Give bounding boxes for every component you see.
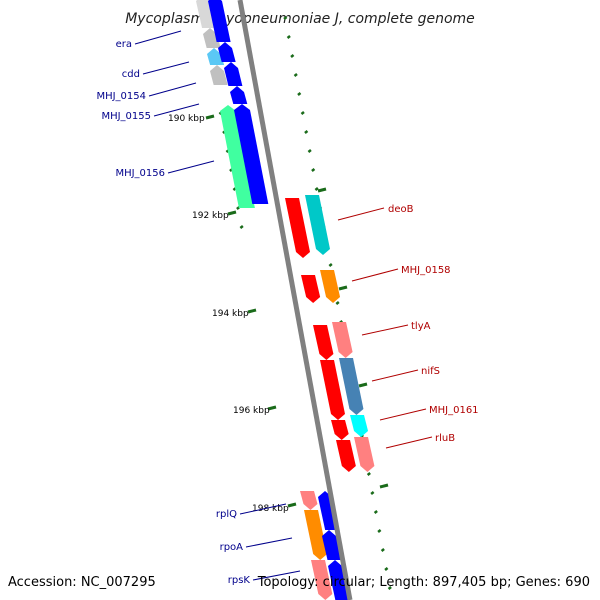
- right-gene-labels: deoB MHJ_0158 tlyA nifS MHJ_0161 rluB: [337, 204, 479, 449]
- gene-label-deoB: deoB: [388, 204, 414, 215]
- gene-feature: [320, 270, 341, 303]
- position-tick: [293, 73, 298, 77]
- gene-feature: [320, 360, 345, 420]
- position-tick: [358, 382, 368, 388]
- gene-label-era: era: [116, 39, 132, 50]
- gene-label-rpsK: rpsK: [228, 575, 251, 586]
- gene-label-MHJ_0161: MHJ_0161: [429, 405, 479, 416]
- position-tick: [387, 586, 392, 590]
- gene-label-MHJ_0155: MHJ_0155: [101, 111, 151, 122]
- position-tick: [205, 114, 215, 120]
- position-tick: [300, 111, 305, 115]
- gene-feature: [218, 42, 236, 62]
- position-tick: [286, 35, 291, 39]
- position-tick: [290, 54, 295, 58]
- gene-feature: [207, 48, 225, 65]
- topology-text: Topology: circular; Length: 897,405 bp; …: [257, 575, 590, 590]
- position-tick: [335, 301, 340, 305]
- kbp-label-194: 194 kbp: [212, 309, 249, 319]
- position-tick: [314, 187, 319, 191]
- position-tick: [283, 16, 288, 20]
- gene-label-tlyA: tlyA: [411, 321, 431, 332]
- gene-feature: [304, 510, 328, 560]
- position-tick: [311, 168, 316, 172]
- gene-feature: [331, 420, 349, 440]
- gene-feature: [203, 28, 221, 48]
- gene-feature: [322, 530, 342, 560]
- position-tick: [338, 285, 348, 291]
- gene-label-MHJ_0154: MHJ_0154: [96, 91, 146, 102]
- gene-feature: [224, 62, 243, 86]
- position-tick: [287, 502, 297, 508]
- position-tick: [317, 187, 327, 193]
- position-tick: [377, 529, 382, 533]
- position-tick: [267, 405, 277, 411]
- position-tick: [239, 225, 244, 229]
- accession-text: Accession: NC_007295: [8, 575, 156, 590]
- position-tick: [370, 491, 375, 495]
- kbp-label-198: 198 kbp: [252, 504, 289, 514]
- gene-feature: [311, 560, 333, 600]
- map-title: Mycoplasma hyopneumoniae J, complete gen…: [125, 11, 475, 27]
- genome-backbone: [237, 0, 353, 600]
- position-tick: [373, 510, 378, 514]
- gene-feature: [220, 105, 255, 208]
- gene-label-rpoA: rpoA: [220, 542, 244, 553]
- position-tick: [304, 130, 309, 134]
- position-tick: [328, 263, 333, 267]
- gene-label-MHJ_0156: MHJ_0156: [115, 168, 165, 179]
- gene-label-nifS: nifS: [421, 366, 440, 377]
- gene-feature: [354, 437, 375, 472]
- gene-label-MHJ_0158: MHJ_0158: [401, 265, 451, 276]
- gene-feature: [336, 440, 356, 472]
- gene-feature: [210, 65, 228, 85]
- left-gene-labels: era cdd MHJ_0154 MHJ_0155 MHJ_0156 rplQ …: [96, 30, 301, 586]
- kbp-label-192: 192 kbp: [192, 211, 229, 221]
- position-tick: [297, 92, 302, 96]
- gene-feature: [230, 86, 248, 104]
- gene-feature: [332, 322, 353, 358]
- position-tick: [384, 567, 389, 571]
- gene-feature: [234, 104, 269, 204]
- kbp-label-196: 196 kbp: [233, 406, 270, 416]
- gene-label-rluB: rluB: [435, 433, 455, 444]
- gene-feature: [214, 88, 227, 100]
- position-tick: [366, 472, 371, 476]
- gene-feature: [300, 491, 318, 510]
- position-tick: [307, 149, 312, 153]
- position-tick: [247, 308, 257, 314]
- position-tick: [227, 210, 237, 216]
- gene-feature: [328, 560, 350, 600]
- kbp-label-190: 190 kbp: [168, 114, 205, 124]
- gene-feature: [339, 358, 364, 415]
- gene-label-cdd: cdd: [122, 69, 140, 80]
- gene-feature: [305, 195, 330, 255]
- gene-feature: [350, 415, 369, 437]
- gene-feature: [285, 198, 310, 258]
- gene-feature: [208, 0, 231, 42]
- position-tick: [380, 548, 385, 552]
- gene-features: [196, 0, 375, 600]
- gene-label-rplQ: rplQ: [216, 509, 237, 520]
- gene-feature: [301, 275, 321, 303]
- gene-feature: [313, 325, 334, 360]
- position-tick: [379, 483, 389, 489]
